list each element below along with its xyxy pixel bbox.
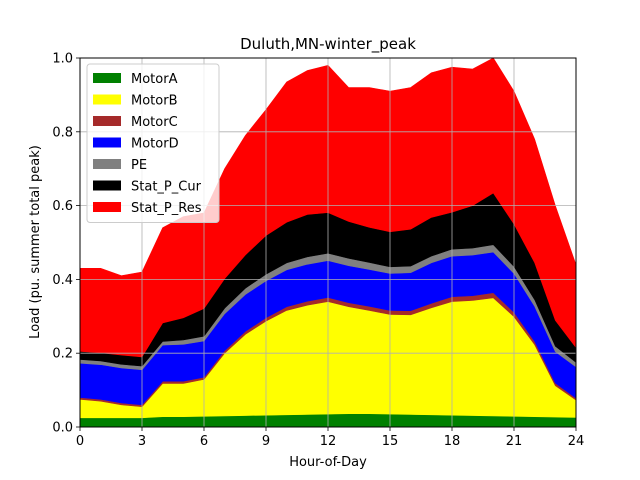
legend-swatch-stat-p-cur	[93, 180, 121, 191]
legend-swatch-motorc	[93, 116, 121, 126]
x-tick-label: 24	[568, 434, 585, 449]
legend-label: MotorD	[131, 137, 179, 152]
x-tick-label: 0	[76, 434, 84, 449]
legend-label: PE	[131, 158, 147, 173]
legend-label: Stat_P_Res	[131, 201, 202, 216]
legend-swatch-motord	[93, 137, 121, 148]
y-tick-label: 1.0	[52, 52, 73, 67]
legend-swatch-motora	[93, 73, 121, 83]
y-axis-label: Load (pu. summer total peak)	[28, 145, 43, 339]
x-tick-label: 15	[382, 434, 399, 449]
legend-label: MotorC	[131, 115, 178, 130]
legend-swatch-motorb	[93, 94, 121, 105]
x-tick-label: 3	[138, 434, 146, 449]
x-axis-label: Hour-of-Day	[289, 455, 367, 470]
legend-label: MotorA	[131, 72, 178, 87]
y-tick-label: 0.6	[52, 199, 73, 214]
x-tick-label: 6	[200, 434, 208, 449]
x-tick-label: 18	[444, 434, 461, 449]
y-tick-label: 0.8	[52, 125, 73, 140]
x-tick-label: 21	[506, 434, 523, 449]
y-tick-label: 0.2	[52, 347, 73, 362]
legend-swatch-pe	[93, 159, 121, 169]
x-tick-label: 9	[262, 434, 270, 449]
axis-ticks: 0 3 6 9 12 15 18 21 24 0.0 0.2 0.4 0.6 0.8 1.0	[52, 52, 584, 450]
x-tick-label: 12	[320, 434, 337, 449]
legend-swatch-stat-p-res	[93, 202, 121, 212]
legend: MotorA MotorB MotorC MotorD PE Stat_P_Cur Stat…	[86, 63, 220, 223]
chart-title: Duluth,MN-winter_peak	[240, 35, 416, 54]
y-tick-label: 0.0	[52, 421, 73, 436]
legend-label: MotorB	[131, 94, 177, 109]
y-tick-label: 0.4	[52, 273, 73, 288]
legend-label: Stat_P_Cur	[131, 180, 202, 195]
